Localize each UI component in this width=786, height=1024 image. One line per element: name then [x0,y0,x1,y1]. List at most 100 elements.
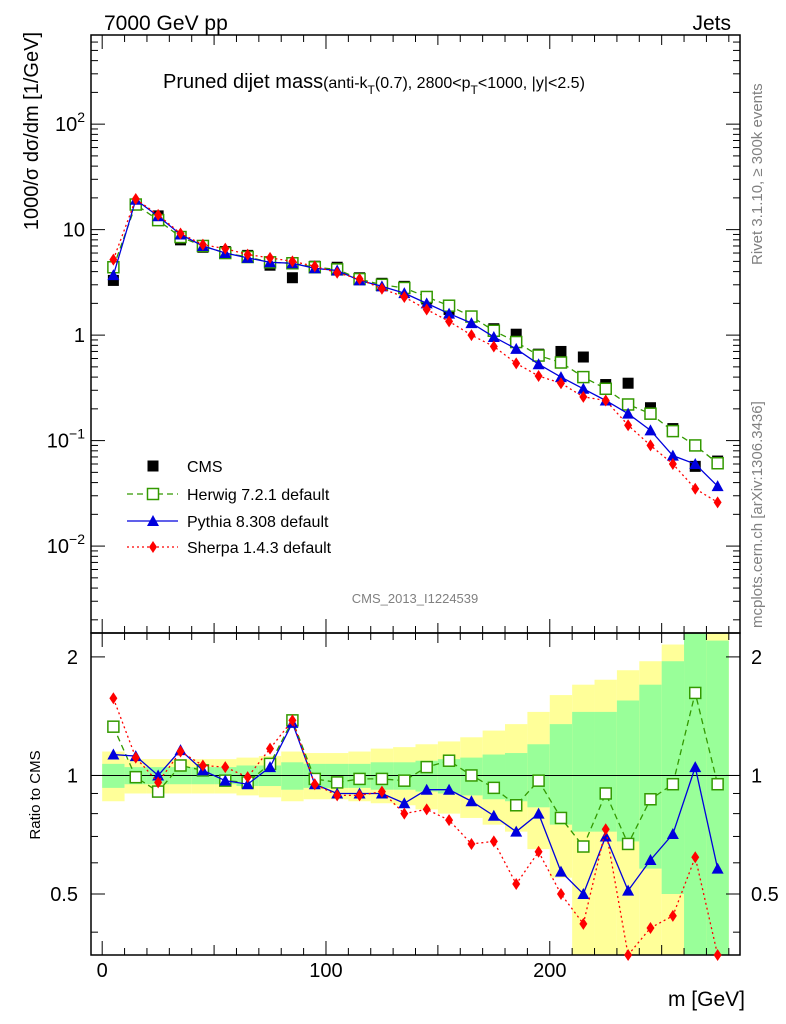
ratio-point-herwig [174,759,187,772]
point-sherpa [176,227,185,240]
ratio-tick-label: 0.5 [50,884,78,906]
point-sherpa [601,394,610,407]
point-data [622,377,634,389]
ratio-point-sherpa [646,921,655,934]
y-tick-label: 1 [74,325,85,347]
ratio-point-pythia [443,783,456,795]
ratio-point-sherpa [266,742,275,755]
ratio-point-sherpa [355,789,364,802]
ratio-point-herwig [330,776,344,789]
y-tick-label: 10−1 [47,426,85,453]
band-inner-bin [281,762,304,790]
ratio-point-herwig [532,774,545,787]
y-tick-label: 10 [63,220,85,242]
ratio-tick-label-right: 2 [751,647,762,669]
point-pythia [487,330,500,342]
legend-marker-sherpa [149,541,157,553]
ratio-point-pythia [577,887,590,899]
ratio-point-sherpa [154,776,163,789]
point-sherpa [691,482,700,495]
ratio-point-herwig [487,781,501,795]
point-pythia [532,358,545,370]
ratio-tick-label: 1 [67,765,78,787]
header-left: 7000 GeV pp [104,12,228,35]
ratio-point-pythia [666,828,679,840]
point-pythia [711,480,724,492]
ratio-point-sherpa [221,761,230,774]
ratio-tick-label: 2 [67,647,78,669]
point-sherpa [624,419,633,432]
point-pythia [554,371,567,383]
header-right: Jets [692,12,731,35]
ratio-point-pythia [264,761,277,773]
legend-label-sherpa: Sherpa 1.4.3 default [187,540,332,557]
ratio-point-sherpa [176,745,185,758]
point-pythia [420,297,433,309]
ratio-point-sherpa [534,845,543,858]
side-rivet-label: Rivet 3.1.10, ≥ 300k events [749,83,766,265]
point-sherpa [489,340,498,353]
ratio-point-herwig [107,720,120,733]
point-sherpa [534,369,543,382]
ratio-point-pythia [241,778,254,790]
point-sherpa [512,357,521,370]
ratio-point-sherpa [512,878,521,891]
ratio-point-herwig [688,686,702,700]
point-sherpa [579,390,588,403]
ratio-tick-label-right: 0.5 [751,884,779,906]
ratio-point-sherpa [579,917,588,930]
band-inner-bin [549,724,573,825]
point-sherpa [422,303,431,316]
point-herwig [599,382,612,396]
ratio-point-pythia [465,795,478,807]
point-pythia [644,424,657,436]
legend-marker-pythia [147,515,159,526]
y-axis-label: 1000/σ dσ/dm [1/GeV] [21,32,43,230]
point-sherpa [288,255,297,268]
ratio-tick-label-right: 1 [751,765,762,787]
ratio-point-herwig [465,769,478,782]
point-sherpa [109,253,118,266]
point-pythia [689,458,702,470]
point-herwig [644,407,657,420]
point-data [286,272,298,284]
point-herwig [711,456,724,470]
point-pythia [465,317,478,329]
ratio-point-herwig [599,787,612,800]
point-data [510,328,522,340]
point-data [555,345,567,357]
point-pythia [666,449,679,461]
ratio-point-pythia [487,809,500,821]
ratio-point-herwig [375,772,389,786]
ratio-point-pythia [599,830,612,842]
point-sherpa [333,266,342,279]
ratio-axis-label: Ratio to CMS [27,750,44,839]
ratio-point-herwig [442,754,456,767]
legend-label-pythia: Pythia 8.308 default [187,514,329,531]
legend-marker-data [147,460,159,472]
main-series [107,193,724,509]
ratio-point-sherpa [624,949,633,961]
x-tick-label: 200 [533,960,566,982]
legend-label-herwig: Herwig 7.2.1 default [187,487,330,504]
point-pythia [443,307,456,319]
x-tick-label: 100 [309,960,342,982]
point-sherpa [221,242,230,255]
point-sherpa [400,290,409,303]
band-inner-bin [594,711,617,832]
band-inner-bin [661,661,685,894]
point-sherpa [154,208,163,221]
ratio-point-pythia [510,825,523,837]
legend: CMS Herwig 7.2.1 default Pythia 8.308 defa… [127,459,332,557]
ratio-point-sherpa [243,771,252,784]
ratio-point-pythia [219,774,232,786]
ratio-point-herwig [420,760,433,774]
ratio-line-pythia [113,721,719,896]
ratio-point-pythia [711,862,724,874]
ratio-point-herwig [577,840,590,853]
ratio-point-herwig [554,811,568,825]
point-sherpa [713,496,722,509]
point-pythia [510,342,523,354]
band-inner-bin [684,633,707,955]
ratio-point-sherpa [288,714,297,727]
